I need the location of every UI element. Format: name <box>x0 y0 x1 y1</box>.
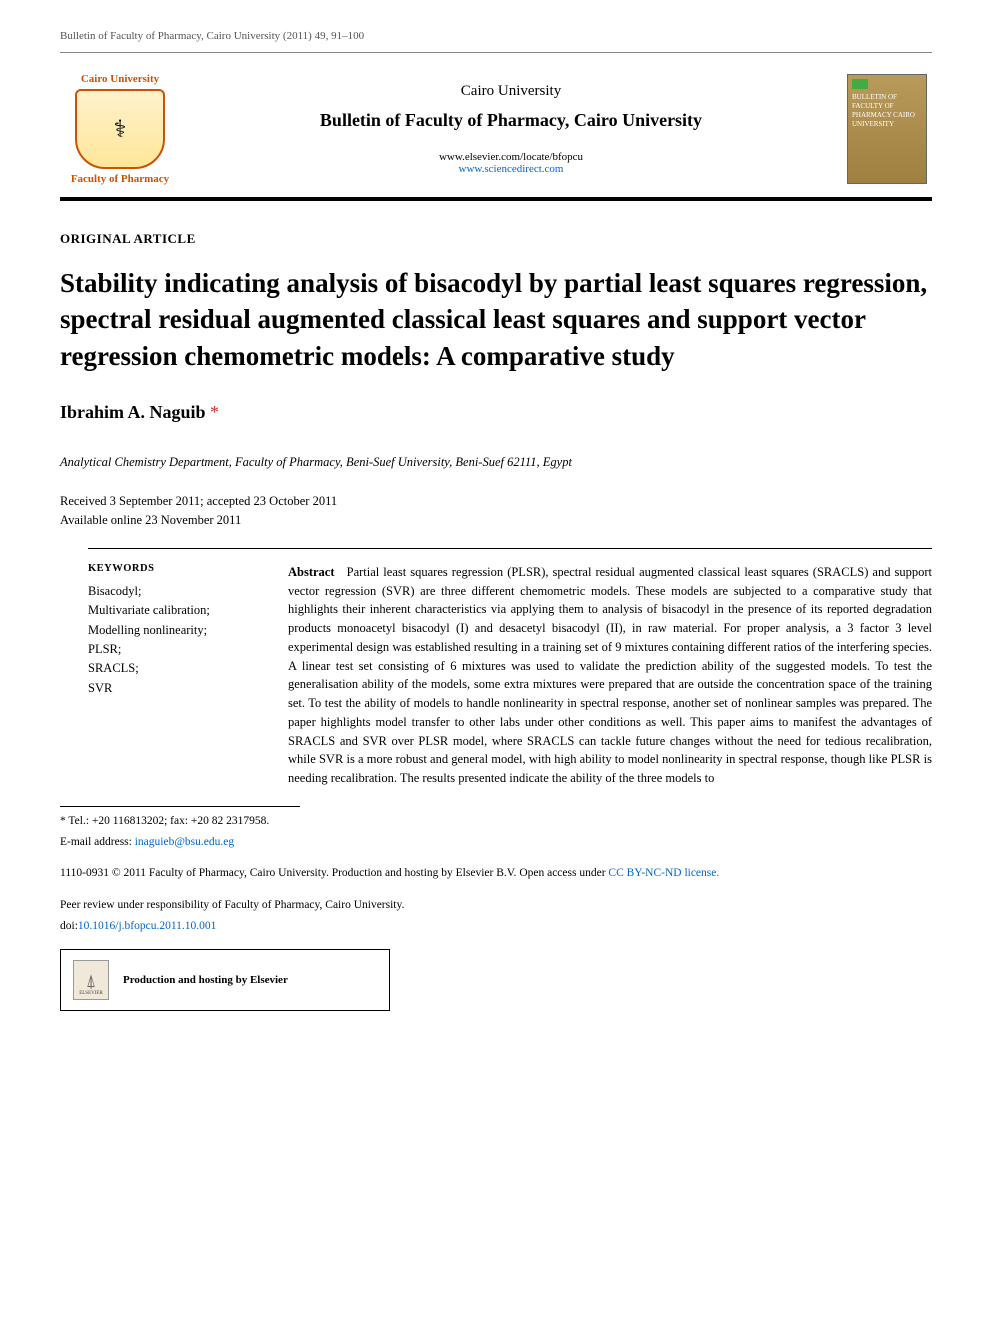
keyword-item: Bisacodyl; <box>88 582 258 601</box>
abstract-block: KEYWORDS Bisacodyl; Multivariate calibra… <box>88 548 932 788</box>
abstract-heading: Abstract <box>288 565 335 579</box>
cover-thumbnail-wrap: BULLETIN OF FACULTY OF PHARMACY CAIRO UN… <box>842 73 932 185</box>
doi-line: doi:10.1016/j.bfopcu.2011.10.001 <box>60 918 932 935</box>
footnotes: * Tel.: +20 116813202; fax: +20 82 23179… <box>60 813 932 1011</box>
shield-icon: ⚕ <box>75 89 165 169</box>
logo-bottom-text: Faculty of Pharmacy <box>71 173 169 185</box>
article-dates: Received 3 September 2011; accepted 23 O… <box>60 492 932 530</box>
logo-top-text: Cairo University <box>81 73 159 85</box>
hosting-box: ⍋ ELSEVIER Production and hosting by Els… <box>60 949 390 1011</box>
email-line: E-mail address: inaguieb@bsu.edu.eg <box>60 834 932 851</box>
open-access-text: Open access under <box>519 867 608 879</box>
keywords-column: KEYWORDS Bisacodyl; Multivariate calibra… <box>88 563 258 788</box>
open-access-badge-icon <box>852 79 868 89</box>
author-name: Ibrahim A. Naguib <box>60 402 206 422</box>
url-link[interactable]: www.sciencedirect.com <box>200 163 822 175</box>
author-line: Ibrahim A. Naguib * <box>60 402 932 423</box>
keyword-item: PLSR; <box>88 640 258 659</box>
elsevier-label: ELSEVIER <box>79 990 103 998</box>
header-block: Cairo University ⚕ Faculty of Pharmacy C… <box>60 65 932 197</box>
elsevier-logo-icon: ⍋ ELSEVIER <box>73 960 109 1000</box>
available-online: Available online 23 November 2011 <box>60 511 932 530</box>
peer-review: Peer review under responsibility of Facu… <box>60 897 932 914</box>
abstract-column: Abstract Partial least squares regressio… <box>288 563 932 788</box>
hosting-text: Production and hosting by Elsevier <box>123 972 288 989</box>
header-center: Cairo University Bulletin of Faculty of … <box>200 73 822 185</box>
keyword-item: SVR <box>88 679 258 698</box>
copyright-line: 1110-0931 © 2011 Faculty of Pharmacy, Ca… <box>60 865 932 882</box>
header-rule-top <box>60 52 932 53</box>
article-type: ORIGINAL ARTICLE <box>60 231 932 247</box>
keyword-item: Multivariate calibration; <box>88 601 258 620</box>
journal-title: Bulletin of Faculty of Pharmacy, Cairo U… <box>200 110 822 131</box>
copyright-prefix: 1110-0931 © 2011 Faculty of Pharmacy, Ca… <box>60 867 519 879</box>
keywords-list: Bisacodyl; Multivariate calibration; Mod… <box>88 582 258 698</box>
keyword-item: SRACLS; <box>88 659 258 678</box>
shield-glyph: ⚕ <box>114 115 127 144</box>
publisher-logo-left: Cairo University ⚕ Faculty of Pharmacy <box>60 73 180 185</box>
cover-text: BULLETIN OF FACULTY OF PHARMACY CAIRO UN… <box>852 93 922 129</box>
citation-line: Bulletin of Faculty of Pharmacy, Cairo U… <box>60 30 932 42</box>
abstract-body: Partial least squares regression (PLSR),… <box>288 565 932 785</box>
doi-label: doi: <box>60 920 78 932</box>
article-title: Stability indicating analysis of bisacod… <box>60 265 932 374</box>
affiliation: Analytical Chemistry Department, Faculty… <box>60 455 932 470</box>
header-rule-bottom <box>60 197 932 201</box>
journal-urls: www.elsevier.com/locate/bfopcu www.scien… <box>200 151 822 175</box>
received-accepted: Received 3 September 2011; accepted 23 O… <box>60 492 932 511</box>
email-link[interactable]: inaguieb@bsu.edu.eg <box>135 836 234 848</box>
publisher-name: Cairo University <box>200 83 822 100</box>
keyword-item: Modelling nonlinearity; <box>88 621 258 640</box>
footnote-rule <box>60 806 300 807</box>
email-label: E-mail address: <box>60 836 135 848</box>
keywords-heading: KEYWORDS <box>88 563 258 574</box>
corresponding-author: * Tel.: +20 116813202; fax: +20 82 23179… <box>60 813 932 830</box>
tree-glyph: ⍋ <box>86 972 97 990</box>
corresponding-marker: * <box>210 402 219 422</box>
doi-link[interactable]: 10.1016/j.bfopcu.2011.10.001 <box>78 920 217 932</box>
cover-thumbnail: BULLETIN OF FACULTY OF PHARMACY CAIRO UN… <box>847 74 927 184</box>
url-plain: www.elsevier.com/locate/bfopcu <box>439 151 583 163</box>
license-link[interactable]: CC BY-NC-ND license. <box>608 867 719 879</box>
